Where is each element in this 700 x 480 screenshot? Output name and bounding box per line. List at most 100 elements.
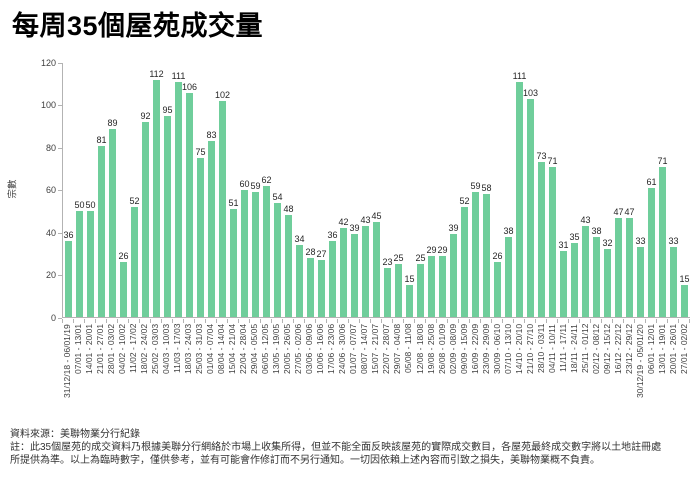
bar-value-label: 81	[96, 134, 107, 145]
x-label-cell: 05/08 - 11/08	[403, 324, 414, 426]
bar-value-label: 92	[140, 111, 151, 122]
bar	[538, 162, 545, 317]
bar-value-label: 112	[149, 68, 164, 79]
x-tick	[217, 319, 228, 323]
x-label-cell: 02/09 - 08/09	[448, 324, 459, 426]
bar	[318, 259, 325, 317]
bar	[439, 255, 446, 317]
x-tick-label: 21/10 - 27/10	[524, 324, 535, 375]
x-label-cell: 21/01 - 27/01	[95, 324, 106, 426]
bar	[450, 234, 457, 317]
bar	[472, 192, 479, 317]
bar-column: 83	[206, 63, 217, 317]
x-label-cell: 27/05 - 02/06	[293, 324, 304, 426]
bar	[659, 166, 666, 317]
bar-value-label: 95	[162, 104, 173, 115]
bar-column: 59	[250, 63, 261, 317]
bar	[274, 202, 281, 317]
bar-column: 15	[404, 63, 415, 317]
x-tick-label: 15/04 - 21/04	[227, 324, 238, 375]
bar-value-label: 48	[283, 204, 294, 215]
x-tick	[415, 319, 426, 323]
bar-column: 38	[503, 63, 514, 317]
x-label-cell: 13/01 - 19/01	[657, 324, 668, 426]
x-tick	[525, 319, 536, 323]
x-label-cell: 16/12 - 22/12	[613, 324, 624, 426]
x-tick	[349, 319, 360, 323]
y-tick	[58, 105, 62, 106]
bar-column: 75	[195, 63, 206, 317]
bar-value-label: 34	[294, 234, 305, 245]
bar-value-label: 83	[206, 130, 217, 141]
x-tick-label: 19/08 - 25/08	[425, 324, 436, 375]
bar-value-label: 39	[349, 223, 360, 234]
x-tick-label: 16/09 - 22/09	[469, 324, 480, 375]
bar-column: 28	[305, 63, 316, 317]
x-tick-label: 27/05 - 02/06	[293, 324, 304, 375]
x-tick-label: 29/07 - 04/08	[392, 324, 403, 375]
x-label-cell: 18/11 - 24/11	[569, 324, 580, 426]
bar-value-label: 45	[371, 210, 382, 221]
y-tick	[58, 232, 62, 234]
x-label-cell: 17/06 - 23/06	[326, 324, 337, 426]
x-tick	[536, 319, 547, 323]
x-tick	[173, 319, 184, 323]
x-tick-label: 28/10 - 03/11	[535, 324, 546, 374]
y-tick-label: 40	[45, 227, 56, 238]
bar-value-label: 111	[512, 71, 527, 82]
source-note: 資料來源：美聯物業分行紀錄	[10, 429, 140, 440]
x-tick-label: 09/09 - 15/09	[458, 324, 469, 375]
bar-value-label: 50	[74, 200, 85, 211]
bar-column: 71	[547, 63, 558, 317]
bar-value-label: 102	[214, 90, 231, 101]
x-tick-label: 07/01 - 13/01	[73, 324, 84, 375]
x-tick	[338, 319, 349, 323]
bar	[395, 264, 402, 317]
bar	[560, 251, 567, 317]
x-tick	[239, 319, 250, 323]
x-label-cell: 25/02 - 03/03	[150, 324, 161, 426]
bar-column: 47	[613, 63, 624, 317]
x-tick	[294, 319, 305, 323]
bar	[175, 82, 182, 317]
x-tick-label: 06/05 - 12/05	[260, 324, 271, 375]
bar-value-label: 23	[382, 257, 393, 268]
bar-column: 58	[481, 63, 492, 317]
x-label-cell: 16/09 - 22/09	[470, 324, 481, 426]
bar-value-label: 47	[613, 206, 624, 217]
bar-column: 45	[371, 63, 382, 317]
bar-value-label: 75	[195, 147, 206, 158]
x-tick-label: 23/09 - 29/09	[480, 324, 491, 375]
bar	[461, 206, 468, 317]
x-tick	[492, 319, 503, 323]
x-tick	[382, 319, 393, 323]
bar	[362, 225, 369, 317]
x-tick-label: 02/12 - 08/12	[590, 324, 601, 375]
x-tick-label: 20/05 - 26/05	[282, 324, 293, 375]
x-tick-label: 25/03 - 31/03	[194, 324, 205, 375]
bar-value-label: 26	[492, 250, 503, 261]
x-tick-label: 07/10 - 13/10	[502, 324, 513, 375]
bar-value-label: 38	[591, 225, 602, 236]
bar-value-label: 59	[250, 181, 261, 192]
x-tick	[657, 319, 668, 323]
x-label-cell: 23/09 - 29/09	[481, 324, 492, 426]
bar-column: 39	[448, 63, 459, 317]
bar	[186, 92, 193, 317]
x-tick	[195, 319, 206, 323]
x-tick	[470, 319, 481, 323]
x-tick	[668, 319, 679, 323]
x-tick-label: 31/12/18 - 06/01/19	[62, 324, 72, 398]
bar	[571, 242, 578, 317]
bar	[208, 141, 215, 317]
bar-value-label: 52	[129, 195, 140, 206]
bar-column: 73	[536, 63, 547, 317]
x-tick-label: 18/11 - 24/11	[568, 324, 579, 373]
bar	[87, 211, 94, 317]
x-tick	[228, 319, 239, 323]
y-tick	[58, 317, 62, 319]
x-tick	[679, 319, 690, 323]
x-tick	[206, 319, 217, 323]
bar-column: 43	[580, 63, 591, 317]
bar	[549, 166, 556, 317]
